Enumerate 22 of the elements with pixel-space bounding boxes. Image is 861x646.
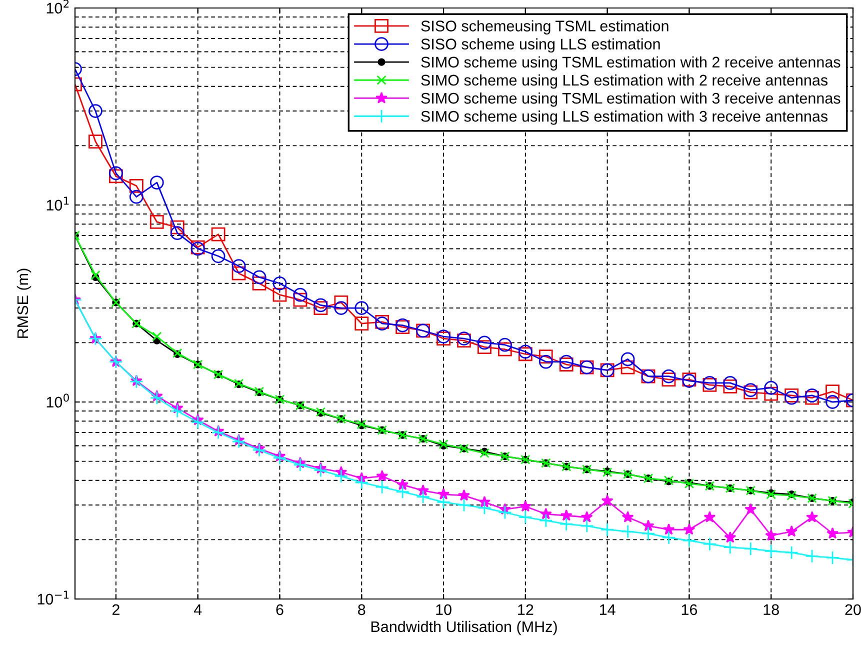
x-tick-label: 16 bbox=[682, 604, 698, 616]
x-tick-label: 12 bbox=[518, 604, 534, 615]
y-tick-label: 10$^{−1}$ bbox=[38, 590, 69, 605]
legend-label: SISO scheme using LLS estimation bbox=[421, 38, 660, 53]
y-tick-label: 10$^{1}$ bbox=[46, 196, 69, 211]
legend-label: SIMO scheme using TSML estimation with 2 receive antennas bbox=[421, 56, 840, 71]
x-axis-title: Bandwidth Utilisation (MHz) bbox=[371, 620, 557, 636]
x-tick-label: 20 bbox=[845, 604, 861, 616]
y-tick-label: 10$^{0}$ bbox=[46, 394, 69, 408]
x-tick-label: 14 bbox=[600, 604, 616, 615]
y-tick-label: 10$^{2}$ bbox=[46, 0, 69, 14]
x-tick-label: 4 bbox=[194, 604, 202, 615]
legend-label: SIMO scheme using TSML estimation with 3 receive antennas bbox=[421, 92, 840, 107]
legend-label: SISO schemeusing TSML estimation bbox=[421, 20, 668, 34]
y-axis-title: RMSE (m) bbox=[16, 268, 32, 338]
x-tick-label: 10 bbox=[436, 604, 452, 616]
legend-label: SIMO scheme using LLS estimation with 3 receive antennas bbox=[421, 110, 828, 125]
x-tick-label: 6 bbox=[276, 604, 284, 616]
x-tick-label: 18 bbox=[764, 604, 779, 616]
legend-label: SIMO scheme using LLS estimation with 2 receive antennas bbox=[421, 74, 828, 89]
x-tick-label: 2 bbox=[112, 604, 120, 615]
x-tick-label: 8 bbox=[358, 604, 366, 616]
